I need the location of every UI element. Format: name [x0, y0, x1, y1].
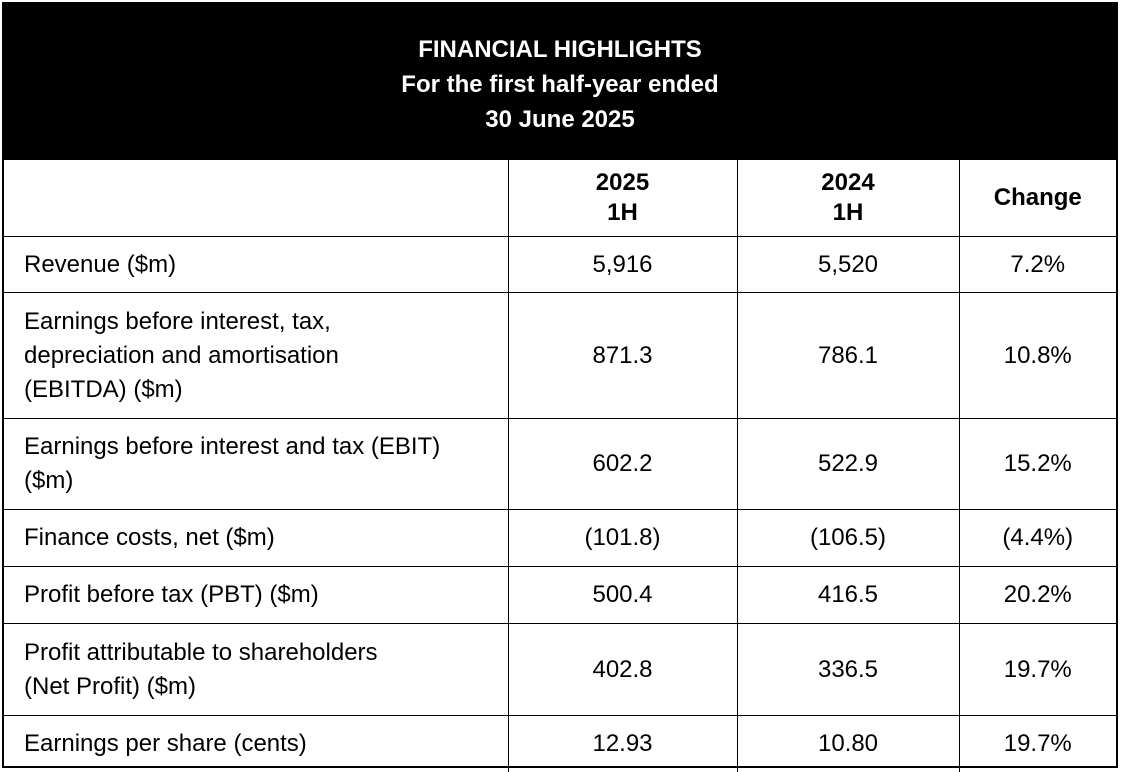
table-row: Profit before tax (PBT) ($m) 500.4 416.5…	[4, 566, 1116, 624]
row-label-line: Earnings per share (cents)	[24, 730, 307, 757]
header-change: Change	[958, 160, 1116, 237]
value-2025: 12.93	[507, 715, 738, 772]
value-2024: 786.1	[736, 292, 960, 419]
value-change: 19.7%	[958, 623, 1116, 716]
header-current-year: 2025	[595, 169, 650, 196]
value-change: 19.7%	[958, 715, 1116, 772]
header-current-period: 2025 1H	[507, 160, 738, 237]
value-2025: 871.3	[507, 292, 738, 419]
value-2025: (101.8)	[507, 509, 738, 567]
value-2025: 602.2	[507, 418, 738, 510]
value-2025: 402.8	[507, 623, 738, 716]
title-date: 30 June 2025	[485, 106, 635, 133]
row-label: Revenue ($m)	[4, 236, 509, 293]
header-label-cell	[4, 160, 509, 237]
table-row: Earnings before interest and tax (EBIT) …	[4, 418, 1116, 510]
row-label-line: Profit attributable to shareholders	[24, 638, 378, 666]
header-current-half: 1H	[607, 199, 638, 226]
value-change: 15.2%	[958, 418, 1116, 510]
value-2024: 522.9	[736, 418, 960, 510]
row-label-line: (Net Profit) ($m)	[24, 672, 197, 700]
table-row: Revenue ($m) 5,916 5,520 7.2%	[4, 236, 1116, 293]
value-2024: (106.5)	[736, 509, 960, 567]
row-label-line: Profit before tax (PBT) ($m)	[24, 581, 319, 608]
value-2024: 10.80	[736, 715, 960, 772]
header-prior-year: 2024	[821, 169, 875, 196]
value-change: 7.2%	[958, 236, 1116, 293]
row-label-line: Finance costs, net ($m)	[24, 524, 275, 551]
row-label-line: Earnings before interest, tax,	[24, 307, 331, 335]
row-label-line: (EBITDA) ($m)	[24, 375, 183, 403]
value-change: 20.2%	[958, 566, 1116, 624]
table-row: Earnings before interest, tax, depreciat…	[4, 292, 1116, 419]
value-2024: 336.5	[736, 623, 960, 716]
table-header-row: 2025 1H 2024 1H Change	[4, 160, 1116, 237]
table-row: Earnings per share (cents) 12.93 10.80 1…	[4, 715, 1116, 772]
value-2024: 5,520	[736, 236, 960, 293]
table-row: Finance costs, net ($m) (101.8) (106.5) …	[4, 509, 1116, 567]
value-2025: 500.4	[507, 566, 738, 624]
row-label: Profit before tax (PBT) ($m)	[4, 566, 509, 624]
row-label-line: ($m)	[24, 467, 74, 494]
title-period: For the first half-year ended	[401, 71, 719, 98]
value-2025: 5,916	[507, 236, 738, 293]
table-row: Profit attributable to shareholders (Net…	[4, 623, 1116, 716]
row-label: Earnings before interest, tax, depreciat…	[4, 292, 509, 419]
row-label-line: Earnings before interest and tax (EBIT)	[24, 433, 441, 460]
row-label: Earnings per share (cents)	[4, 715, 509, 772]
title-heading: FINANCIAL HIGHLIGHTS	[418, 36, 702, 63]
header-prior-half: 1H	[832, 199, 864, 226]
title-banner: FINANCIAL HIGHLIGHTS For the first half-…	[4, 4, 1116, 160]
row-label: Profit attributable to shareholders (Net…	[4, 623, 509, 716]
row-label: Finance costs, net ($m)	[4, 509, 509, 567]
row-label: Earnings before interest and tax (EBIT) …	[4, 418, 509, 510]
header-prior-period: 2024 1H	[736, 160, 960, 237]
row-label-line: Revenue ($m)	[24, 250, 177, 278]
value-change: (4.4%)	[958, 509, 1116, 567]
value-change: 10.8%	[958, 292, 1116, 419]
value-2024: 416.5	[736, 566, 960, 624]
highlights-table: 2025 1H 2024 1H Change Revenue ($m) 5,91…	[4, 160, 1116, 772]
row-label-line: depreciation and amortisation	[24, 341, 339, 369]
